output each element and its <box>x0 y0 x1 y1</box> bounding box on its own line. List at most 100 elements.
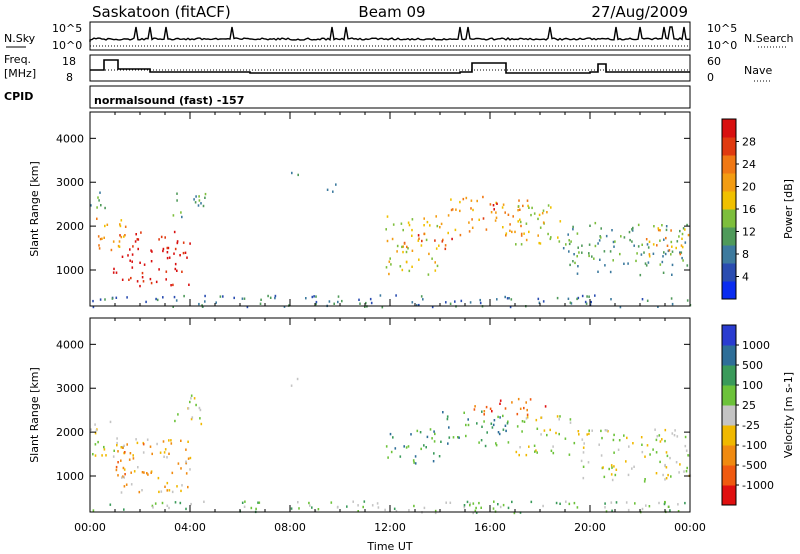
scatter-cell <box>582 476 585 480</box>
scatter-cell <box>420 244 423 247</box>
scatter-cell <box>146 472 148 475</box>
power-colorbar-label: Power [dB] <box>782 179 795 239</box>
scatter-cell <box>115 465 118 469</box>
scatter-cell <box>99 237 102 241</box>
noise-right-label: N.Search <box>744 32 794 45</box>
scatter-cell <box>96 217 98 220</box>
scatter-cell <box>675 246 677 250</box>
scatter-cell <box>123 235 125 238</box>
scatter-cell <box>546 211 548 214</box>
scatter-cell <box>130 483 133 486</box>
scatter-cell <box>152 506 154 509</box>
scatter-cell <box>142 280 145 283</box>
scatter-cell <box>542 221 545 224</box>
scatter-cell <box>311 295 314 299</box>
scatter-cell <box>665 236 667 240</box>
scatter-cell <box>201 304 203 307</box>
scatter-cell <box>283 305 286 308</box>
scatter-cell <box>539 226 542 229</box>
scatter-cell <box>495 444 498 447</box>
scatter-cell <box>681 232 684 236</box>
freq-label: Freq. <box>4 53 31 66</box>
scatter-cell <box>507 441 510 444</box>
scatter-cell <box>504 424 507 427</box>
scatter-cell <box>600 429 602 433</box>
scatter-cell <box>576 255 578 258</box>
scatter-cell <box>467 423 470 427</box>
scatter-cell <box>475 506 477 510</box>
scatter-cell <box>577 430 580 433</box>
scatter-cell <box>182 251 185 255</box>
scatter-cell <box>131 260 133 263</box>
scatter-cell <box>315 302 317 306</box>
scatter-cell <box>564 437 567 440</box>
scatter-cell <box>407 247 409 250</box>
scatter-cell <box>135 438 137 441</box>
scatter-cell <box>161 501 164 505</box>
scatter-cell <box>97 235 100 238</box>
scatter-cell <box>655 451 658 454</box>
scatter-cell <box>94 454 97 457</box>
scatter-cell <box>678 471 680 474</box>
scatter-cell <box>467 418 469 421</box>
colorbar-tick-label: 4 <box>742 271 749 284</box>
scatter-cell <box>422 298 424 301</box>
scatter-cell <box>385 228 387 231</box>
scatter-cell <box>141 271 144 275</box>
scatter-cell <box>525 222 528 225</box>
scatter-cell <box>657 305 659 308</box>
scatter-cell <box>187 457 190 460</box>
scatter-cell <box>648 505 651 508</box>
scatter-cell <box>573 441 576 445</box>
scatter-cell <box>459 209 461 213</box>
scatter-cell <box>175 299 178 302</box>
scatter-cell <box>165 278 167 281</box>
scatter-cell <box>680 244 683 247</box>
scatter-cell <box>137 466 139 469</box>
scatter-cell <box>116 441 118 445</box>
scatter-cell <box>600 454 603 457</box>
scatter-cell <box>290 507 293 510</box>
scatter-cell <box>686 264 689 267</box>
scatter-cell <box>667 505 670 508</box>
scatter-cell <box>337 295 340 298</box>
scatter-cell <box>529 398 532 401</box>
scatter-cell <box>509 229 511 232</box>
scatter-cell <box>664 500 666 504</box>
scatter-cell <box>123 444 125 447</box>
scatter-cell <box>518 199 520 202</box>
scatter-cell <box>514 230 516 234</box>
scatter-cell <box>469 301 472 304</box>
colorbar-swatch <box>722 227 736 246</box>
scatter-cell <box>469 504 471 507</box>
scatter-cell <box>555 501 558 505</box>
scatter-cell <box>176 240 179 243</box>
scatter-cell <box>104 206 106 210</box>
scatter-cell <box>547 232 549 236</box>
noise-left-tick-bottom: 10^0 <box>52 39 82 52</box>
scatter-cell <box>494 219 497 222</box>
scatter-cell <box>555 431 557 435</box>
scatter-cell <box>652 243 655 246</box>
scatter-cell <box>379 294 382 297</box>
scatter-cell <box>96 206 98 209</box>
scatter-cell <box>526 199 529 202</box>
scatter-cell <box>365 301 367 305</box>
y-tick-label: 4000 <box>56 132 84 145</box>
scatter-cell <box>121 255 124 258</box>
scatter-cell <box>435 247 438 250</box>
scatter-cell <box>101 454 103 457</box>
scatter-cell <box>516 412 519 416</box>
scatter-cell <box>611 229 613 232</box>
scatter-cell <box>158 238 160 241</box>
scatter-cell <box>193 198 195 201</box>
scatter-cell <box>241 501 244 504</box>
scatter-cell <box>428 252 430 256</box>
scatter-cell <box>95 429 98 432</box>
scatter-cell <box>420 295 423 298</box>
scatter-cell <box>572 228 574 231</box>
scatter-cell <box>166 504 169 507</box>
scatter-cell <box>174 419 176 423</box>
scatter-cell <box>126 443 128 446</box>
scatter-cell <box>655 438 658 442</box>
